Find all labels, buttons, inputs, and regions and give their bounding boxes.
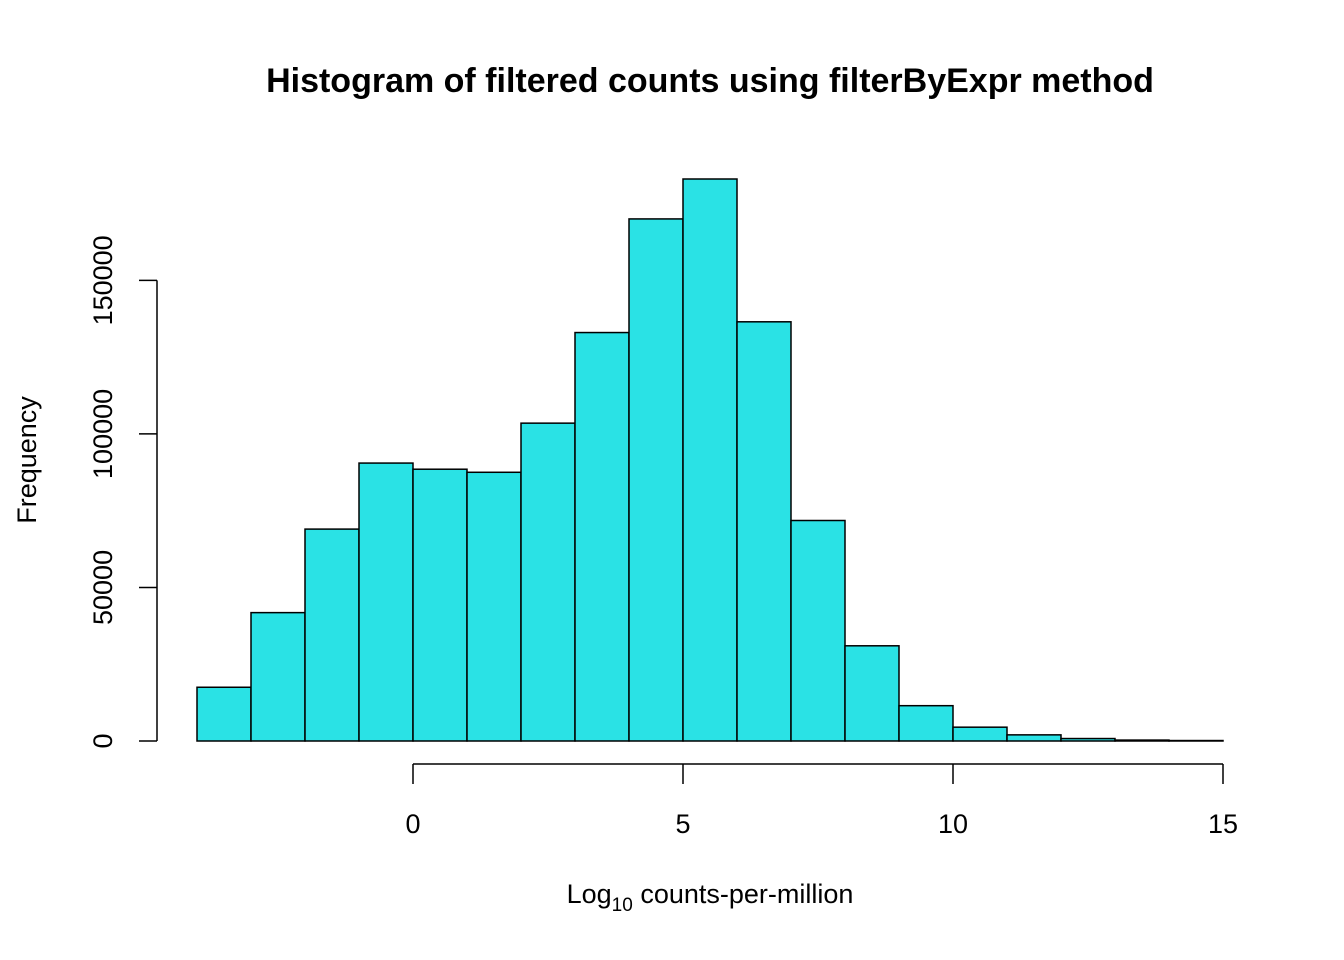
x-tick-label: 0 bbox=[405, 809, 420, 839]
histogram-bar bbox=[1114, 739, 1170, 742]
histogram-bar bbox=[1060, 737, 1116, 742]
histogram-bar bbox=[466, 471, 522, 742]
histogram-bar bbox=[898, 704, 954, 742]
histogram-bar bbox=[1006, 734, 1062, 742]
y-tick-label: 0 bbox=[88, 733, 118, 748]
y-tick-label: 150000 bbox=[88, 235, 118, 325]
histogram-bar bbox=[358, 462, 414, 742]
x-tick-label: 5 bbox=[675, 809, 690, 839]
x-axis-label: Log10 counts-per-million bbox=[567, 879, 854, 916]
histogram-bar bbox=[736, 321, 792, 742]
histogram-bar bbox=[412, 468, 468, 742]
histogram-bar bbox=[196, 686, 252, 742]
histogram-bar bbox=[952, 726, 1008, 742]
x-tick-label: 10 bbox=[938, 809, 968, 839]
chart-title: Histogram of filtered counts using filte… bbox=[266, 62, 1154, 100]
histogram-bar bbox=[250, 611, 306, 742]
y-axis: 0 50000 100000 150000 bbox=[88, 235, 158, 749]
y-tick-label: 100000 bbox=[88, 389, 118, 479]
histogram-bar bbox=[682, 178, 738, 742]
histogram-bar bbox=[790, 519, 846, 742]
x-axis: 0 5 10 15 bbox=[405, 763, 1238, 839]
y-axis-label: Frequency bbox=[12, 396, 42, 524]
bars-group bbox=[196, 178, 1224, 742]
x-axis-label-rest: counts-per-million bbox=[633, 879, 854, 909]
histogram-bar bbox=[304, 528, 360, 742]
x-axis-label-subscript: 10 bbox=[612, 895, 633, 916]
x-tick-label: 15 bbox=[1208, 809, 1238, 839]
x-axis-label-main: Log bbox=[567, 879, 612, 909]
histogram-bar bbox=[844, 645, 900, 742]
histogram-bar bbox=[520, 422, 576, 742]
y-tick-label: 50000 bbox=[88, 550, 118, 625]
histogram-bar bbox=[574, 331, 630, 742]
histogram-bar bbox=[628, 218, 684, 742]
